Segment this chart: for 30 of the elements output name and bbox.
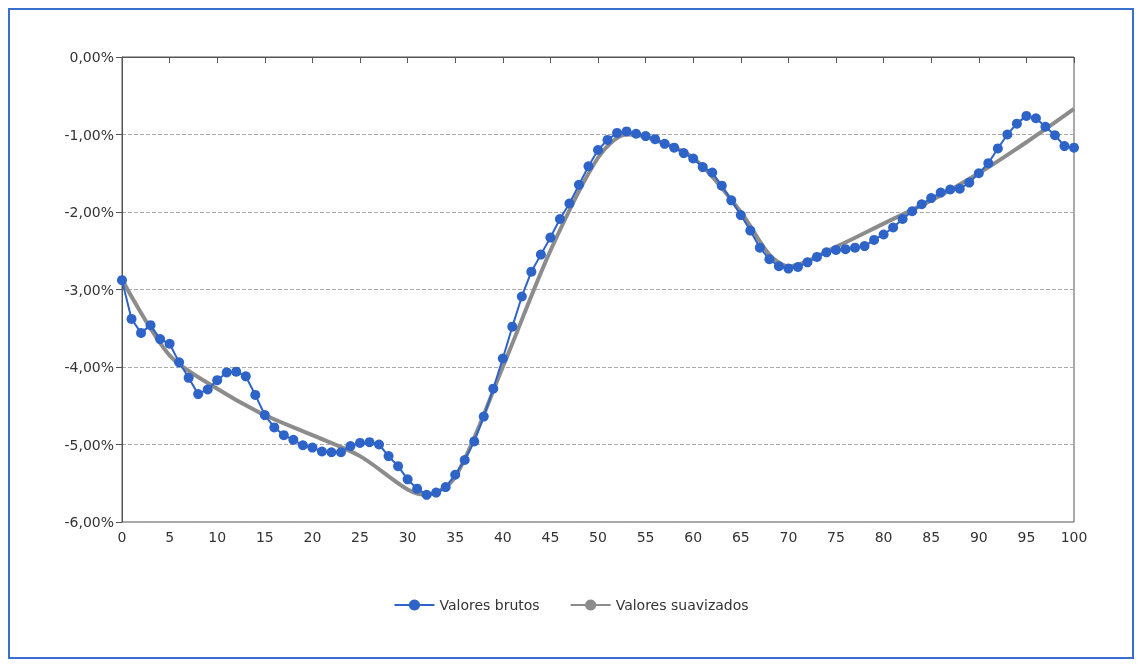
legend-label: Valores brutos — [439, 597, 540, 613]
x-tick-label: 55 — [636, 529, 655, 545]
x-tick-label: 60 — [684, 529, 703, 545]
x-tick-label: 40 — [493, 529, 512, 545]
x-tick-label: 70 — [779, 529, 798, 545]
x-tick-label: 35 — [446, 529, 465, 545]
y-tick-label: -3,00% — [64, 281, 114, 298]
y-tick-label: -1,00% — [64, 126, 114, 143]
x-tick-label: 85 — [922, 529, 941, 545]
x-tick-label: 75 — [827, 529, 845, 545]
x-tick-label: 15 — [255, 529, 274, 545]
y-tick-label: -6,00% — [64, 514, 114, 530]
x-tick-label: 90 — [969, 529, 988, 545]
y-tick-label: -2,00% — [64, 204, 114, 220]
y-tick-label: -5,00% — [64, 436, 114, 453]
x-tick-label: 65 — [731, 529, 750, 545]
x-tick-label: 5 — [165, 529, 175, 545]
x-tick-label: 95 — [1017, 529, 1036, 545]
x-tick-label: 100 — [1060, 529, 1088, 545]
x-tick-label: 20 — [303, 529, 322, 545]
x-tick-label: 10 — [208, 529, 227, 545]
x-tick-label: 25 — [351, 529, 369, 545]
x-tick-label: 30 — [398, 529, 417, 545]
y-tick-label: 0,00% — [69, 49, 114, 65]
legend-label: Valores suavizados — [615, 597, 749, 613]
x-tick-label: 80 — [874, 529, 893, 545]
x-tick-label: 45 — [541, 529, 560, 545]
x-tick-label: 0 — [117, 529, 127, 545]
x-tick-label: 50 — [589, 529, 607, 545]
y-tick-label: -4,00% — [64, 359, 114, 375]
